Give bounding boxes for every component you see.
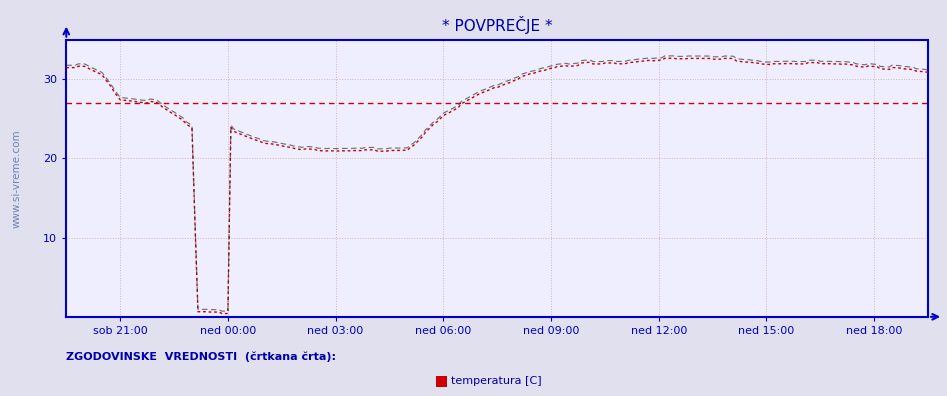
Text: www.si-vreme.com: www.si-vreme.com bbox=[11, 129, 22, 228]
Text: temperatura [C]: temperatura [C] bbox=[451, 376, 542, 386]
Text: ZGODOVINSKE  VREDNOSTI  (črtkana črta):: ZGODOVINSKE VREDNOSTI (črtkana črta): bbox=[66, 351, 336, 362]
Title: * POVPREČJE *: * POVPREČJE * bbox=[442, 16, 552, 34]
